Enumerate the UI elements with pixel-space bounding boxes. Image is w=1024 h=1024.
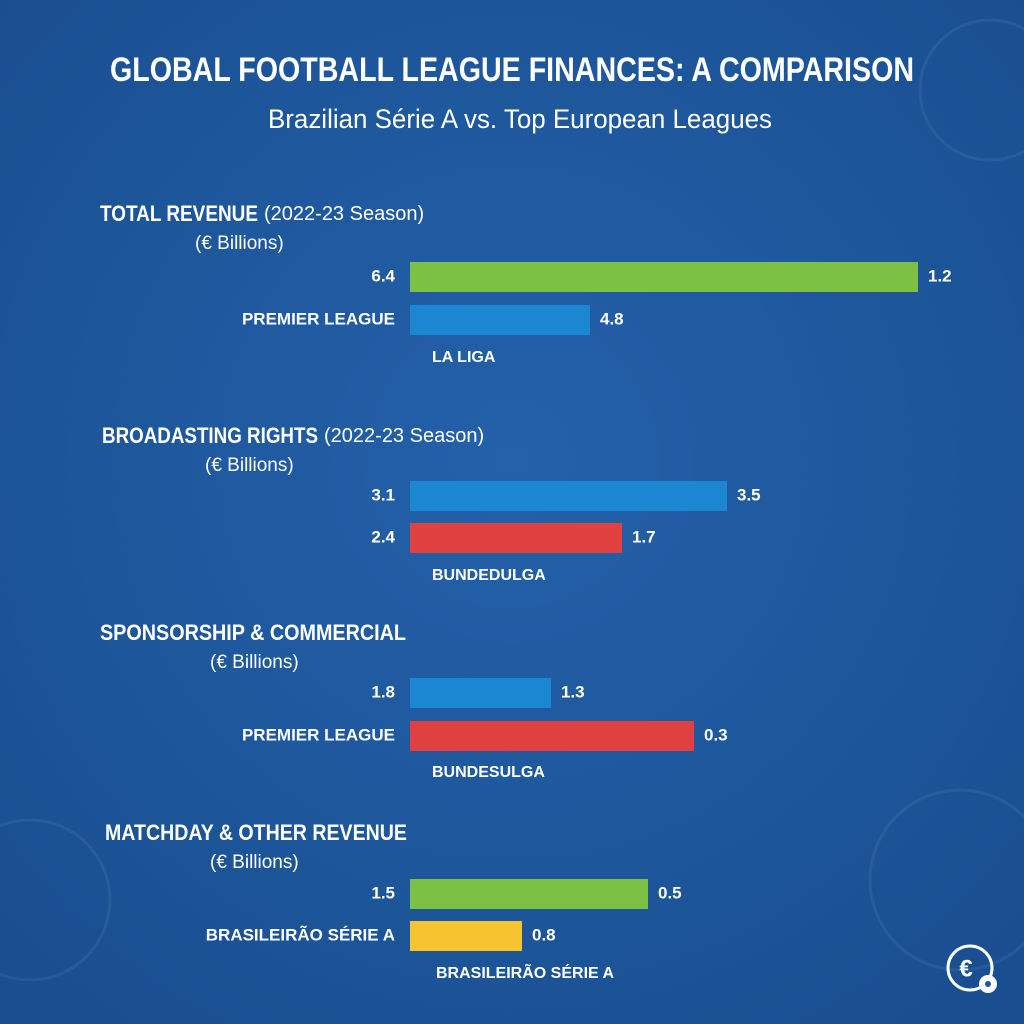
logo-icon: €	[946, 944, 997, 993]
unit-label: (€ Billions)	[205, 455, 294, 476]
row-right: 0.5	[658, 883, 682, 902]
heading-main: TOTAL REVENUE	[100, 201, 258, 226]
row-right: 0.3	[704, 725, 728, 744]
unit-label: (€ Billions)	[210, 652, 299, 673]
bar	[410, 921, 522, 951]
title: GLOBAL FOOTBALL LEAGUE FINANCES: A COMPA…	[110, 51, 914, 89]
subtitle: Brazilian Série A vs. Top European Leagu…	[268, 104, 772, 134]
bar	[410, 678, 551, 708]
section-heading: SPONSORSHIP & COMMERCIAL	[100, 620, 406, 645]
row-right: 1.3	[561, 682, 585, 701]
row-left: PREMIER LEAGUE	[242, 309, 395, 328]
bar	[410, 879, 648, 909]
row-caption: LA LIGA	[432, 349, 496, 366]
bar	[410, 523, 622, 553]
heading-main: SPONSORSHIP & COMMERCIAL	[100, 620, 406, 645]
row-left: 2.4	[371, 527, 395, 546]
row-right: 4.8	[600, 309, 624, 328]
bar	[410, 481, 727, 511]
decor	[0, 18, 1024, 982]
heading-main: BROADASTING RIGHTS	[102, 423, 318, 448]
bar	[410, 721, 694, 751]
row-left: BRASILEIRÃO SÉRIE A	[206, 924, 395, 944]
section-heading: BROADASTING RIGHTS (2022-23 Season)	[102, 423, 484, 448]
section-heading: MATCHDAY & OTHER REVENUE	[105, 820, 407, 845]
section-heading: TOTAL REVENUE (2022-23 Season)	[100, 201, 424, 226]
row-right: 3.5	[737, 485, 761, 504]
row-right: 1.7	[632, 527, 656, 546]
row-right: 1.2	[928, 266, 952, 285]
unit-label: (€ Billions)	[210, 852, 299, 873]
svg-text:€: €	[959, 955, 972, 982]
heading-note: (2022-23 Season)	[264, 203, 424, 225]
row-caption: BRASILEIRÃO SÉRIE A	[436, 962, 615, 982]
sections: TOTAL REVENUE (2022-23 Season) (€ Billions…	[100, 201, 952, 982]
row-right: 0.8	[532, 925, 556, 944]
row-left: PREMIER LEAGUE	[242, 725, 395, 744]
row-caption: BUNDESULGA	[432, 764, 545, 781]
row-left: 1.8	[371, 682, 395, 701]
row-left: 3.1	[371, 485, 395, 504]
bar	[410, 262, 918, 292]
unit-label: (€ Billions)	[195, 233, 284, 254]
row-caption: BUNDEDULGA	[432, 567, 546, 584]
bar	[410, 305, 590, 335]
heading-main: MATCHDAY & OTHER REVENUE	[105, 820, 407, 845]
row-left: 1.5	[371, 883, 395, 902]
row-left: 6.4	[371, 266, 395, 285]
heading-note: (2022-23 Season)	[324, 425, 484, 447]
